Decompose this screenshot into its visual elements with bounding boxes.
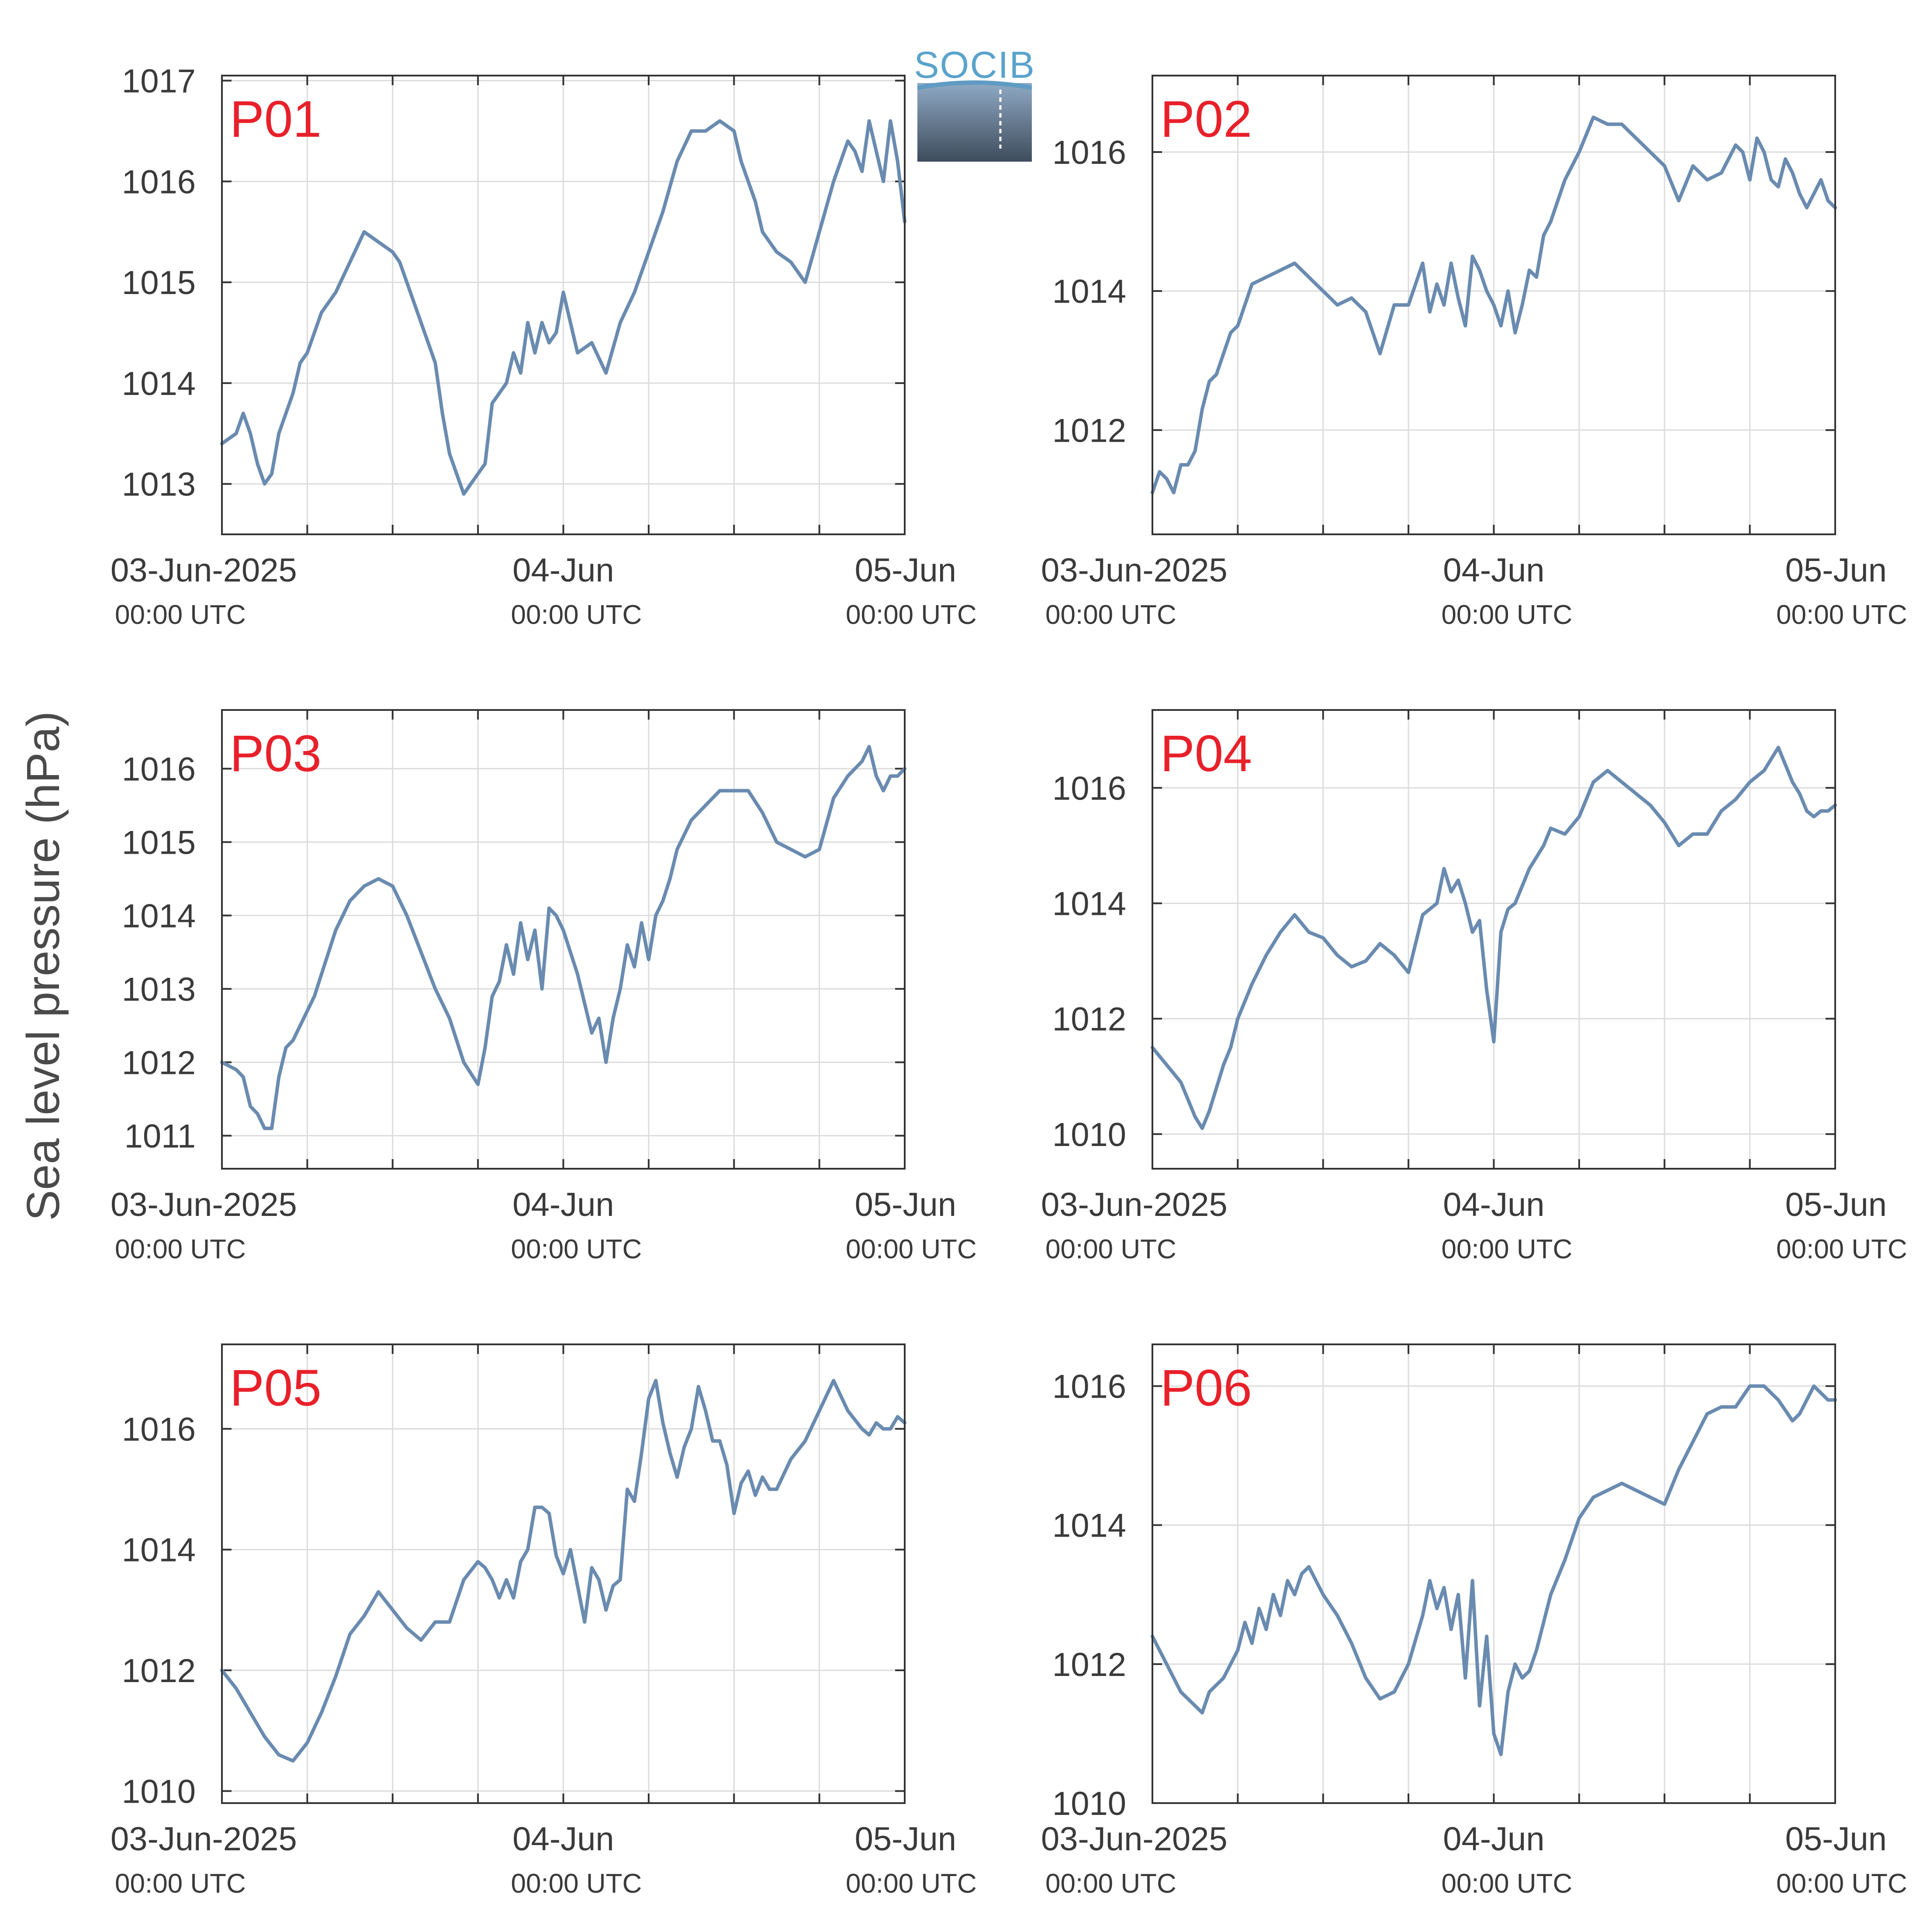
y-tick-label: 1012 [1052, 412, 1126, 449]
y-axis-label: Sea level pressure (hPa) [17, 711, 69, 1221]
panel-1: 1013 1014 1015 1016 1017 03-Jun-2025 00:00 UTC… [111, 63, 977, 630]
y-tick-label: 1016 [122, 163, 196, 201]
panel-label: P01 [230, 90, 322, 148]
y-tick-label: 1014 [1052, 1507, 1126, 1544]
x-tick-label-time: 00:00 UTC [1442, 600, 1573, 630]
axes-frame [1152, 1343, 1836, 1804]
socib-logo-text: SOCIB [914, 44, 1035, 86]
x-tick-label-time: 00:00 UTC [1045, 1869, 1176, 1899]
panel-5: 1010 1012 1014 1016 03-Jun-2025 00:00 UTC 04-J… [111, 1343, 977, 1899]
axes-frame [1152, 709, 1836, 1170]
panel-6: 1010 1012 1014 1016 03-Jun-2025 00:00 UTC 04-J… [1041, 1343, 1907, 1899]
axes-frame [221, 709, 906, 1170]
x-tick-label-date: 04-Jun [1443, 1186, 1544, 1223]
y-tick-label: 1016 [122, 751, 196, 788]
x-tick-label-date: 05-Jun [855, 552, 956, 589]
x-tick-label-date: 05-Jun [1785, 1186, 1887, 1223]
panel-2: 1012 1014 1016 03-Jun-2025 00:00 UTC 04-Jun 00… [1041, 75, 1907, 630]
y-tick-label: 1010 [1052, 1785, 1126, 1822]
y-tick-label: 1014 [122, 365, 196, 402]
axes-frame [1152, 75, 1836, 535]
y-tick-label: 1016 [1052, 770, 1126, 807]
panel-label: P03 [230, 725, 322, 782]
x-tick-label-time: 00:00 UTC [1776, 1869, 1907, 1899]
y-tick-label: 1016 [1052, 134, 1126, 171]
x-tick-label-date: 03-Jun-2025 [111, 1821, 297, 1858]
x-tick-label-time: 00:00 UTC [1776, 1234, 1907, 1264]
x-tick-label-date: 04-Jun [1443, 1821, 1544, 1858]
y-tick-label: 1014 [1052, 273, 1126, 310]
y-tick-label: 1017 [122, 63, 196, 100]
panel-label: P06 [1160, 1359, 1252, 1417]
series-line [220, 1378, 906, 1763]
series-line [1151, 745, 1837, 1130]
y-tick-label: 1010 [1052, 1116, 1126, 1153]
y-tick-label: 1012 [122, 1044, 196, 1081]
panel-3: 1011 1012 1013 1014 1015 1016 03-Jun-2025 00:00… [111, 709, 977, 1264]
x-tick-label-time: 00:00 UTC [1442, 1869, 1573, 1899]
y-tick-label: 1012 [1052, 1646, 1126, 1683]
y-tick-label: 1010 [122, 1773, 196, 1810]
x-tick-label-date: 03-Jun-2025 [1041, 1186, 1228, 1223]
x-tick-label-date: 05-Jun [1785, 552, 1887, 589]
y-tick-label: 1014 [122, 897, 196, 935]
x-tick-label-date: 05-Jun [1785, 1821, 1887, 1858]
x-tick-label-date: 03-Jun-2025 [111, 1186, 297, 1223]
series-line [220, 745, 906, 1130]
x-tick-label-time: 00:00 UTC [1045, 600, 1176, 630]
y-tick-label: 1014 [1052, 885, 1126, 922]
x-tick-label-date: 03-Jun-2025 [1041, 1821, 1228, 1858]
panel-label: P04 [1160, 725, 1252, 782]
axes-frame [221, 1343, 906, 1804]
x-tick-label-date: 04-Jun [512, 1821, 614, 1858]
x-tick-label-date: 04-Jun [512, 552, 614, 589]
x-tick-label-date: 05-Jun [855, 1821, 956, 1858]
x-tick-label-time: 00:00 UTC [511, 1869, 642, 1899]
series-line [220, 119, 906, 496]
x-tick-label-date: 04-Jun [1443, 552, 1544, 589]
series-line [1151, 115, 1837, 495]
x-tick-label-time: 00:00 UTC [1442, 1234, 1573, 1264]
y-tick-label: 1015 [122, 264, 196, 301]
y-tick-label: 1011 [125, 1118, 196, 1155]
x-tick-label-time: 00:00 UTC [115, 1234, 246, 1264]
x-tick-label-time: 00:00 UTC [115, 1869, 246, 1899]
x-tick-label-time: 00:00 UTC [511, 600, 642, 630]
x-tick-label-time: 00:00 UTC [846, 1869, 977, 1899]
y-tick-label: 1012 [1052, 1001, 1126, 1038]
socib-logo: SOCIB [914, 44, 1035, 162]
axes-frame [221, 75, 906, 535]
y-tick-label: 1016 [122, 1411, 196, 1448]
x-tick-label-time: 00:00 UTC [1776, 600, 1907, 630]
x-tick-label-time: 00:00 UTC [846, 1234, 977, 1264]
x-tick-label-date: 03-Jun-2025 [111, 552, 297, 589]
x-tick-label-time: 00:00 UTC [511, 1234, 642, 1264]
y-tick-label: 1015 [122, 824, 196, 861]
x-tick-label-date: 04-Jun [512, 1186, 614, 1223]
panel-4: 1010 1012 1014 1016 03-Jun-2025 00:00 UTC 04-J… [1041, 709, 1907, 1264]
y-tick-label: 1016 [1052, 1368, 1126, 1405]
x-tick-label-time: 00:00 UTC [846, 600, 977, 630]
y-tick-label: 1012 [122, 1652, 196, 1690]
y-tick-label: 1013 [122, 971, 196, 1008]
x-tick-label-time: 00:00 UTC [115, 600, 246, 630]
x-tick-label-date: 03-Jun-2025 [1041, 552, 1228, 589]
socib-logo-block [917, 83, 1032, 162]
y-tick-label: 1014 [122, 1532, 196, 1569]
panel-label: P05 [230, 1359, 322, 1417]
series-line [1151, 1384, 1837, 1756]
y-tick-label: 1013 [122, 466, 196, 503]
panel-label: P02 [1160, 90, 1252, 148]
socib-logo-wave [917, 80, 1032, 90]
x-tick-label-date: 05-Jun [855, 1186, 956, 1223]
x-tick-label-time: 00:00 UTC [1045, 1234, 1176, 1264]
